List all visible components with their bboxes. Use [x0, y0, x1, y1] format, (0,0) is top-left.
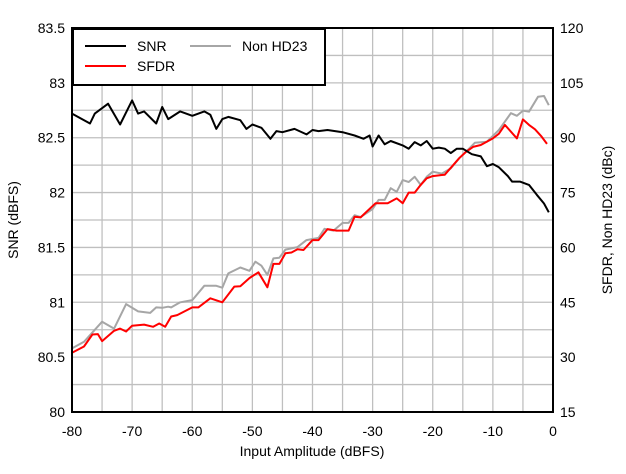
legend-label-sfdr: SFDR: [137, 58, 175, 74]
y-axis-label: SNR (dBFS): [5, 181, 21, 259]
y2-axis-label: SFDR, Non HD23 (dBc): [599, 146, 615, 295]
x-tick-label: -80: [62, 423, 82, 439]
grid: [72, 28, 553, 412]
y2-tick-label: 30: [560, 349, 576, 365]
x-tick-label: -40: [302, 423, 322, 439]
y2-tick-label: 105: [560, 75, 584, 91]
y-tick-label: 81: [49, 294, 65, 310]
y2-tick-label: 90: [560, 130, 576, 146]
x-tick-label: -30: [363, 423, 383, 439]
y-tick-labels: 80 80.5 81 81.5 82 82.5 83 83.5: [38, 20, 65, 420]
y2-tick-label: 120: [560, 20, 584, 36]
y-tick-label: 83: [49, 75, 65, 91]
series-lines: [71, 95, 550, 354]
x-tick-label: -10: [483, 423, 503, 439]
y2-tick-label: 45: [560, 294, 576, 310]
y2-tick-labels: 15 30 45 60 75 90 105 120: [560, 20, 584, 420]
series-line-non-hd23: [71, 95, 550, 350]
y-tick-label: 82.5: [38, 130, 65, 146]
legend-label-non-hd23: Non HD23: [242, 38, 308, 54]
legend-box: [72, 28, 326, 86]
series-line-sfdr: [71, 118, 548, 354]
x-tick-label: -20: [423, 423, 443, 439]
x-tick-label: 0: [549, 423, 557, 439]
y-tick-label: 80: [49, 404, 65, 420]
x-tick-label: -60: [182, 423, 202, 439]
y2-tick-label: 60: [560, 239, 576, 255]
y2-tick-label: 75: [560, 185, 576, 201]
y-tick-label: 81.5: [38, 239, 65, 255]
legend: SNR Non HD23 SFDR: [72, 28, 326, 86]
x-axis-label: Input Amplitude (dBFS): [240, 443, 385, 459]
y2-tick-label: 15: [560, 404, 576, 420]
series-line-snr: [71, 99, 550, 213]
y-tick-label: 82: [49, 185, 65, 201]
y-tick-label: 80.5: [38, 349, 65, 365]
x-tick-label: -50: [242, 423, 262, 439]
x-tick-label: -70: [122, 423, 142, 439]
x-tick-labels: -80 -70 -60 -50 -40 -30 -20 -10 0: [62, 423, 557, 439]
y-tick-label: 83.5: [38, 20, 65, 36]
legend-label-snr: SNR: [137, 38, 167, 54]
